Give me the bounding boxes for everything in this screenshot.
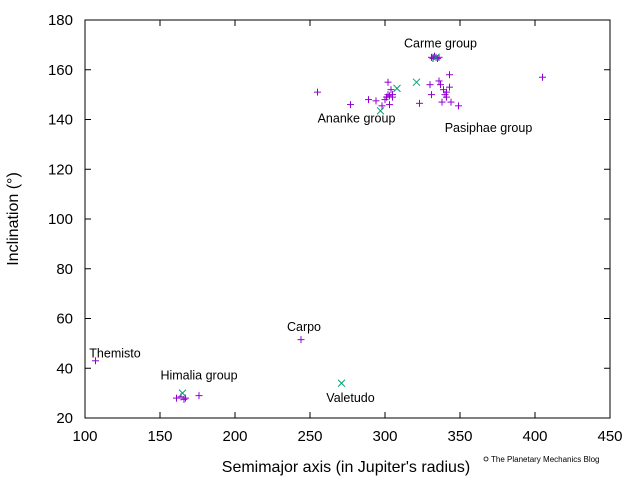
y-tick-label: 40 [56, 360, 73, 377]
annotation-label: Ananke group [318, 111, 396, 125]
x-marker-point [178, 389, 187, 397]
annotation-label: Carme group [404, 37, 477, 51]
plus-marker-point [384, 78, 392, 86]
plus-marker-point [437, 81, 444, 89]
x-tick-label: 350 [447, 428, 472, 445]
x-tick-label: 200 [222, 428, 247, 445]
watermark-text: The Planetary Mechanics Blog [491, 455, 600, 464]
y-tick-label: 60 [56, 311, 73, 328]
plus-marker-point [539, 73, 546, 81]
plus-marker-point [378, 102, 386, 110]
y-tick-label: 160 [48, 62, 73, 79]
annotation-label: Valetudo [326, 391, 374, 405]
plus-marker-point [428, 91, 435, 99]
y-tick-label: 80 [56, 261, 73, 278]
plus-marker-point [92, 357, 99, 365]
x-marker-point [337, 379, 346, 388]
x-marker-point [376, 106, 385, 115]
x-tick-label: 400 [522, 428, 547, 445]
plot-frame [84, 19, 611, 419]
data-points [92, 52, 546, 403]
y-tick-label: 140 [48, 112, 73, 129]
plus-marker-point [438, 98, 446, 106]
plus-marker-point [446, 71, 453, 79]
plus-marker-point [195, 392, 203, 400]
plus-marker-point [389, 93, 396, 101]
annotation-label: Pasiphae group [445, 121, 533, 135]
plus-marker-point [173, 394, 180, 402]
y-tick-label: 20 [56, 410, 73, 427]
plus-marker-point [372, 97, 380, 105]
x-axis-label: Semimajor axis (in Jupiter's radius) [222, 459, 470, 476]
plus-marker-point [426, 81, 434, 89]
annotation-label: Themisto [89, 346, 140, 360]
x-tick-label: 250 [297, 428, 322, 445]
y-tick-label: 120 [48, 161, 73, 178]
watermark-dot [483, 456, 489, 462]
plus-marker-point [455, 102, 462, 110]
plus-marker-point [447, 98, 455, 106]
watermark: The Planetary Mechanics Blog [483, 455, 600, 464]
x-tick-label: 300 [372, 428, 397, 445]
x-marker-point [393, 84, 401, 93]
annotation-label: Carpo [287, 320, 321, 334]
plus-marker-point [314, 88, 321, 96]
y-tick-label: 100 [48, 211, 73, 228]
x-tick-label: 100 [72, 428, 97, 445]
annotations: Carme group Ananke group Pasiphae group Car… [89, 37, 532, 405]
plus-marker-point [180, 395, 188, 403]
y-tick-label: 180 [48, 12, 73, 29]
x-tick-label: 150 [147, 428, 172, 445]
plus-marker-point [297, 336, 305, 344]
plus-marker-point [443, 93, 450, 101]
y-axis-label: Inclination (°) [5, 172, 22, 266]
plus-marker-point [416, 99, 423, 107]
plus-marker-point [435, 77, 443, 85]
x-marker-point [412, 78, 421, 87]
plus-marker-point [386, 92, 393, 100]
axis-tick-labels: 100 150 200 250 300 350 400 450 20 40 60 80 100 120 14… [48, 12, 623, 445]
x-tick-label: 450 [597, 428, 622, 445]
annotation-label: Himalia group [160, 369, 237, 383]
x-marker-point [432, 53, 440, 62]
axis-ticks [84, 19, 611, 419]
plus-marker-point [347, 101, 354, 109]
plus-marker-point [387, 86, 395, 94]
plus-marker-point [386, 101, 393, 109]
plus-marker-point [446, 83, 453, 91]
plus-marker-point [365, 96, 372, 104]
